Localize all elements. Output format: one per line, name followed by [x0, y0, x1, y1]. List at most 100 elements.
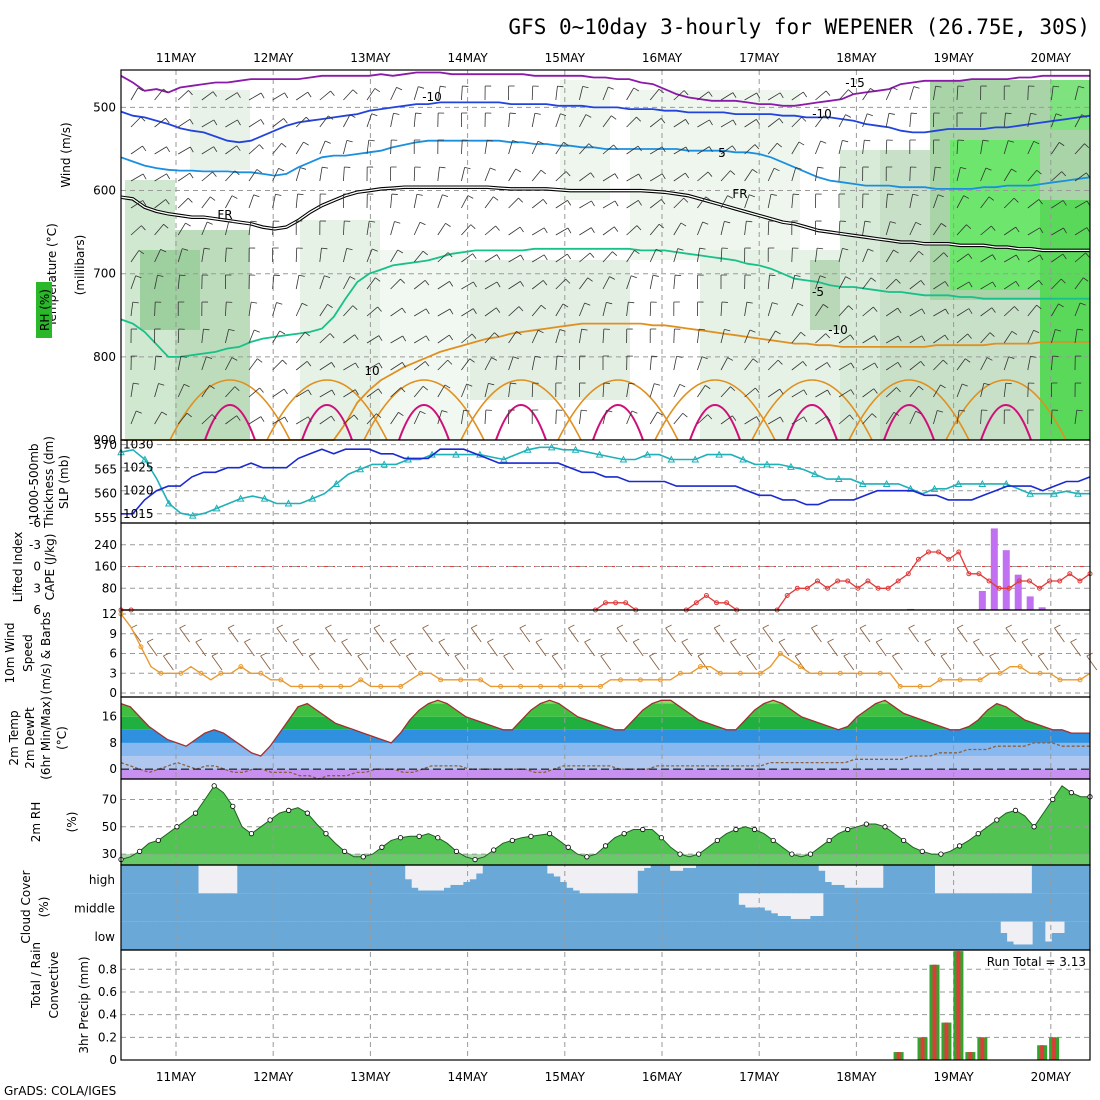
wind-barb: [1003, 383, 1007, 398]
cloud-cover-cell: [547, 873, 555, 894]
wind-barb: [461, 140, 463, 155]
cloud-cover-cell: [267, 921, 275, 950]
cloud-clear-cell: [624, 865, 632, 894]
cloud-cover-cell: [825, 882, 833, 894]
cloud-cover-cell: [972, 893, 980, 922]
wind-barb: [791, 116, 802, 128]
surface-wind-barb-flag: [632, 638, 640, 643]
surface-wind-barb: [956, 627, 968, 643]
wind-barb-flag: [891, 86, 898, 91]
wind-barb: [531, 113, 536, 128]
cloud-clear-cell: [825, 865, 833, 882]
wind-barb: [154, 356, 157, 371]
wind-barb-flag: [961, 383, 968, 387]
wind-speed-marker: [977, 677, 983, 683]
cloud-clear-cell: [431, 865, 439, 891]
cloud-cover-cell: [469, 879, 477, 894]
wind-barb: [579, 227, 592, 236]
wind-barb: [390, 387, 402, 398]
wind-barb: [531, 356, 536, 371]
wind-barb: [626, 225, 638, 236]
cloud-clear-cell: [204, 865, 212, 894]
wind-barb-flag: [611, 115, 617, 120]
precip-convective-bar: [968, 1052, 973, 1060]
cloud-cover-cell: [707, 921, 715, 950]
wind-barb: [838, 248, 843, 263]
cloud-cover-cell: [140, 921, 147, 950]
surface-wind-barb-flag: [227, 624, 235, 629]
wind-barb-flag: [992, 281, 997, 288]
wind-speed-marker: [937, 677, 943, 683]
wind-barb-flag: [770, 193, 777, 196]
panel-frame: [120, 439, 1091, 524]
wind-barb-flag: [495, 307, 501, 313]
rh-marker: [323, 831, 329, 837]
cloud-cover-cell: [898, 921, 906, 950]
wind-barb: [909, 411, 916, 425]
cloud-clear-cell: [1006, 865, 1013, 894]
cloud-cover-cell: [905, 921, 912, 950]
cloud-cover-cell: [836, 893, 844, 922]
wind-barb: [838, 305, 849, 317]
wind-barb-flag: [563, 141, 569, 146]
wind-barb: [177, 248, 183, 263]
wind-barb-flag: [419, 221, 426, 226]
wind-barb: [413, 335, 427, 344]
wind-barb-flag: [803, 91, 808, 98]
wind-barb-flag: [378, 335, 383, 341]
rh-shade: [300, 220, 380, 440]
wind-barb: [673, 197, 684, 209]
wind-barb: [390, 412, 399, 425]
wind-barb: [909, 335, 923, 344]
wind-barb: [295, 303, 303, 317]
cloud-cover-cell: [420, 893, 428, 922]
thickness-marker: [739, 455, 747, 463]
wind-barb-flag: [823, 115, 829, 120]
cloud-cover-cell: [471, 921, 479, 950]
wind-speed-marker: [338, 683, 344, 689]
wind-barb: [295, 167, 301, 182]
wind-barb: [862, 140, 865, 155]
wind-barb: [956, 253, 969, 263]
wind-barb: [673, 90, 685, 101]
surface-wind-barb-flag: [373, 624, 381, 629]
wind-barb: [626, 275, 632, 290]
wind-barb: [508, 356, 514, 371]
cloud-cover-cell: [498, 893, 506, 922]
wind-barb-flag: [913, 86, 920, 89]
wind-barb: [1051, 171, 1063, 182]
cloud-cover-cell: [569, 893, 577, 922]
wind-barb-flag: [941, 223, 947, 228]
temperature-band: [121, 742, 1090, 757]
thickness-tick-label: 555: [94, 511, 117, 525]
wind-barb: [933, 194, 939, 209]
cloud-label-group: Cloud Cover (%): [19, 870, 51, 943]
wind-barb-flag: [820, 140, 827, 144]
cloud-cover-cell: [405, 879, 413, 894]
wind-barb-flag: [306, 361, 312, 367]
cloud-clear-cell: [566, 865, 574, 888]
cloud-cover-cell: [256, 865, 264, 894]
wind-barb-flag: [422, 385, 428, 391]
wind-barb: [909, 194, 913, 209]
cloud-clear-cell: [751, 893, 759, 908]
wind-barb: [390, 87, 397, 101]
cloud-cover-cell: [875, 893, 883, 922]
wind-barb: [626, 200, 639, 209]
surface-wind-barb: [292, 641, 304, 657]
wind-barb-flag: [798, 141, 805, 146]
wind-barb-flag: [1053, 85, 1060, 88]
wind-speed-marker: [777, 651, 783, 656]
wind-barb: [437, 410, 443, 425]
cloud-cover-cell: [803, 918, 811, 922]
cape-axis-label: CAPE (J/kg): [43, 534, 57, 601]
wind-barb: [649, 249, 657, 263]
cloud-clear-cell: [469, 865, 477, 880]
wind-barb: [579, 200, 592, 209]
wind-barb-flag: [425, 335, 430, 342]
wind-barb-flag: [921, 308, 926, 315]
wind-barb-flag: [793, 193, 800, 195]
wind-barb: [154, 275, 158, 290]
wind-barb: [909, 222, 917, 236]
cloud-cover-cell: [369, 921, 377, 950]
